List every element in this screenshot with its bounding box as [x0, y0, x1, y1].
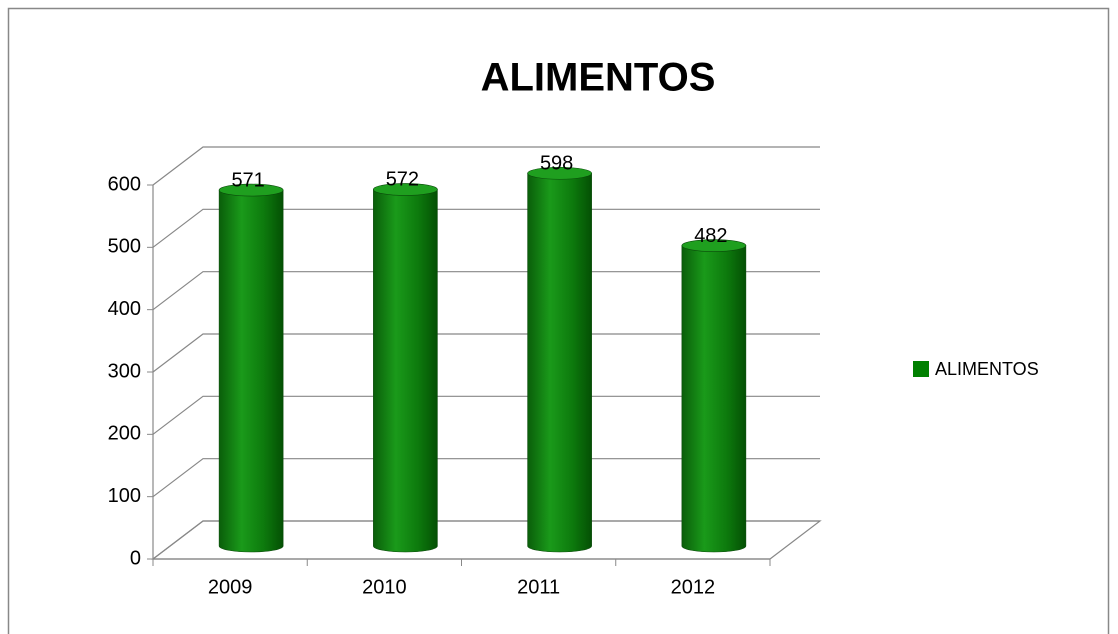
x-tick-label: 2010: [362, 576, 407, 598]
y-tick-label: 500: [108, 236, 141, 258]
data-label: 598: [540, 153, 573, 175]
grid-line: [152, 333, 820, 373]
y-tick-label: 400: [108, 298, 141, 320]
bar-top: [373, 183, 438, 196]
bar: [373, 189, 438, 553]
bar: [218, 189, 284, 553]
grid-line: [152, 271, 820, 311]
bar: [527, 172, 592, 553]
bar: [681, 245, 747, 553]
chart-title: ALIMENTOS: [481, 56, 716, 100]
x-tick-label: 2009: [208, 576, 253, 598]
y-tick-label: 300: [108, 360, 141, 382]
grid-line: [152, 395, 820, 435]
legend-swatch: [913, 361, 929, 377]
data-label: 572: [386, 169, 419, 191]
legend-label: ALIMENTOS: [935, 359, 1039, 379]
bar-top: [527, 166, 592, 180]
y-tick-label: 0: [130, 547, 141, 569]
bar-top: [218, 183, 284, 197]
grid-line: [152, 208, 820, 248]
x-tick-label: 2012: [671, 576, 716, 598]
grid-line: [152, 458, 820, 498]
y-tick-label: 100: [108, 485, 141, 507]
bar-top: [681, 239, 747, 252]
grid-line: [152, 146, 820, 186]
grid-line: [152, 520, 820, 560]
x-tick-label: 2011: [517, 576, 560, 598]
data-label: 571: [231, 169, 264, 191]
y-tick-label: 600: [108, 173, 141, 195]
y-tick-label: 200: [108, 423, 141, 445]
data-label: 482: [694, 225, 727, 247]
